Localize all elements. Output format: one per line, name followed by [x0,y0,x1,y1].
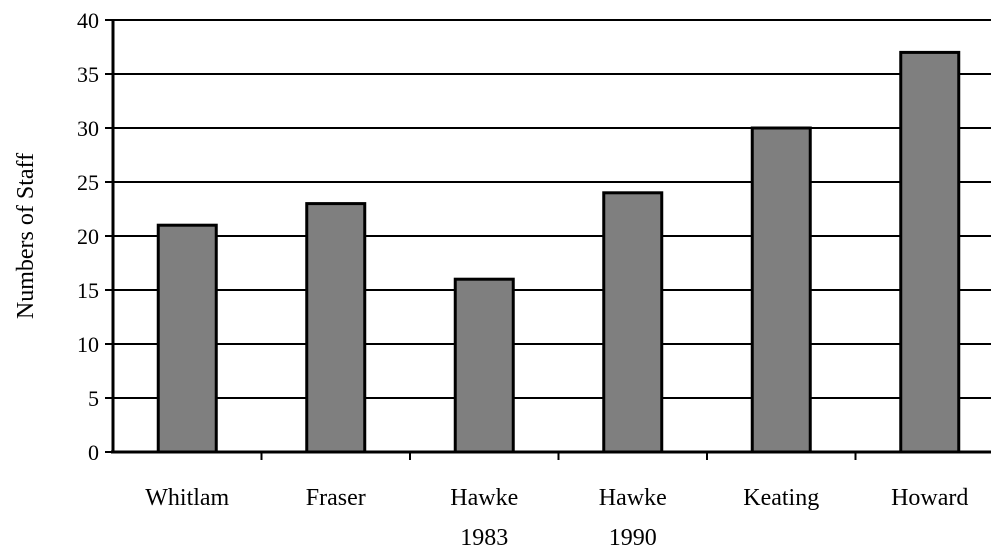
x-category-label-whitlam: Whitlam [145,485,229,511]
y-tick-label-20: 20 [77,224,99,249]
x-category-label-howard: Howard [891,485,968,511]
bar-hawke-1983 [453,277,515,454]
x-category-label-keating: Keating [743,485,819,511]
gridlines [113,19,991,399]
y-tick-labels: 0 5 10 15 20 25 30 35 40 [77,8,99,465]
x-category-label-line: Keating [743,485,819,511]
axes [105,19,991,460]
x-category-label-line: Fraser [306,485,366,511]
bar-keating [750,126,812,454]
x-category-label-line: 1990 [609,525,657,551]
y-tick-label-10: 10 [77,332,99,357]
y-tick-label-35: 35 [77,62,99,87]
y-tick-label-0: 0 [88,440,99,465]
x-category-label-fraser: Fraser [306,485,366,511]
y-tick-label-40: 40 [77,8,99,33]
x-category-label-hawke-1990: Hawke 1990 [599,485,667,551]
x-category-label-line: 1983 [460,525,508,551]
bar-hawke-1990 [602,191,664,454]
x-category-label-line: Hawke [450,485,518,511]
y-tick-label-5: 5 [88,386,99,411]
x-category-labels: Whitlam Fraser Hawke 1983 Hawke 1990 Keating Ho… [145,485,968,551]
bar-howard [899,50,961,454]
y-tick-label-15: 15 [77,278,99,303]
bar-whitlam [156,223,218,454]
y-tick-label-25: 25 [77,170,99,195]
x-category-label-hawke-1983: Hawke 1983 [450,485,518,551]
y-tick-label-30: 30 [77,116,99,141]
bars [156,50,961,454]
y-axis-label: Numbers of Staff [13,153,39,319]
x-category-label-line: Whitlam [145,485,229,511]
x-category-label-line: Hawke [599,485,667,511]
bar-fraser [305,202,367,454]
x-category-label-line: Howard [891,485,968,511]
